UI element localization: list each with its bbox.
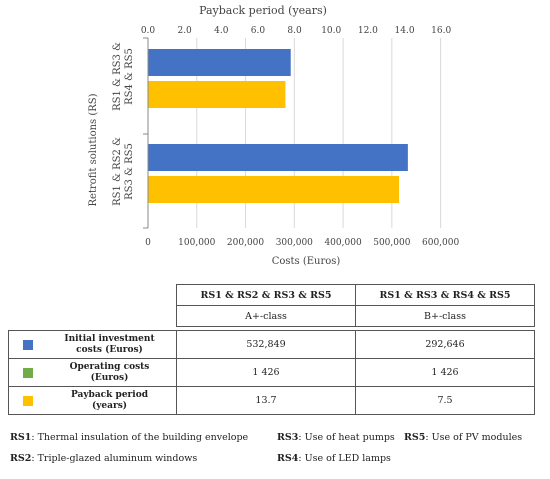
category-label: RS4 & RS5 bbox=[124, 48, 135, 105]
legend-swatch-blue bbox=[23, 340, 33, 350]
note-rs5: RS5: Use of PV modules bbox=[404, 432, 522, 443]
top-tick-label: 12.0 bbox=[358, 26, 378, 36]
table-cell: 7.5 bbox=[355, 386, 535, 415]
row-label: Operating costs (Euros) bbox=[8, 358, 177, 387]
bar bbox=[148, 176, 400, 203]
row-label-line: (years) bbox=[91, 400, 128, 411]
note-rs2: RS2: Triple-glazed aluminum windows bbox=[10, 453, 197, 464]
table-cell: 13.7 bbox=[176, 386, 356, 415]
table-row: Operating costs (Euros) 1 426 1 426 bbox=[8, 358, 535, 387]
top-axis-title: Payback period (years) bbox=[199, 4, 327, 17]
bar bbox=[148, 81, 286, 108]
row-label-line: (Euros) bbox=[90, 372, 129, 383]
row-label-line: Operating costs bbox=[69, 361, 150, 372]
note-text: : Use of LED lamps bbox=[298, 453, 391, 464]
top-tick-label: 0.0 bbox=[141, 26, 156, 36]
note-code: RS5 bbox=[404, 432, 426, 443]
bottom-tick-label: 300,000 bbox=[276, 238, 313, 248]
column-header: RS1 & RS3 & RS4 & RS5 bbox=[355, 284, 535, 306]
category-label: RS1 & RS3 & bbox=[112, 42, 123, 111]
results-table: Initial investment costs (Euros) 532,849 … bbox=[8, 330, 535, 415]
note-code: RS3 bbox=[277, 432, 299, 443]
note-code: RS1 bbox=[10, 432, 32, 443]
note-code: RS2 bbox=[10, 453, 32, 464]
note-text: : Use of heat pumps bbox=[298, 432, 395, 443]
bottom-tick-label: 0 bbox=[145, 238, 151, 248]
bottom-tick-label: 600,000 bbox=[422, 238, 459, 248]
top-tick-label: 6.0 bbox=[251, 26, 266, 36]
note-text: : Triple-glazed aluminum windows bbox=[31, 453, 198, 464]
note-rs4: RS4: Use of LED lamps bbox=[277, 453, 391, 464]
bottom-axis-title: Costs (Euros) bbox=[272, 256, 341, 267]
top-tick-label: 4.0 bbox=[214, 26, 229, 36]
bottom-tick-label: 400,000 bbox=[324, 238, 361, 248]
table-row: Initial investment costs (Euros) 532,849 … bbox=[8, 330, 535, 359]
note-text: : Use of PV modules bbox=[425, 432, 523, 443]
legend-swatch-green bbox=[23, 368, 33, 378]
payback-and-cost-chart: 0 100,000 200,000 300,000 400,000 500,000 600,… bbox=[88, 4, 459, 267]
top-tick-label: 10.0 bbox=[321, 26, 341, 36]
column-header: RS1 & RS2 & RS3 & RS5 bbox=[176, 284, 356, 306]
energy-class-cell: A+-class bbox=[176, 305, 356, 327]
energy-class-cell: B+-class bbox=[355, 305, 535, 327]
note-rs3: RS3: Use of heat pumps bbox=[277, 432, 395, 443]
table-row: Payback period (years) 13.7 7.5 bbox=[8, 386, 535, 415]
bar bbox=[148, 49, 291, 76]
top-tick-label: 2.0 bbox=[177, 26, 192, 36]
bottom-tick-label: 500,000 bbox=[373, 238, 410, 248]
bar bbox=[148, 144, 408, 171]
legend-swatch-yellow bbox=[23, 396, 33, 406]
y-axis-title: Retrofit solutions (RS) bbox=[88, 93, 99, 206]
top-tick-label: 16.0 bbox=[431, 26, 451, 36]
table-cell: 1 426 bbox=[176, 358, 356, 387]
axes: 0 100,000 200,000 300,000 400,000 500,000 600,… bbox=[112, 26, 459, 248]
top-tick-label: 14.0 bbox=[395, 26, 415, 36]
category-label: RS1 & RS2 & bbox=[112, 137, 123, 206]
row-label: Initial investment costs (Euros) bbox=[8, 330, 177, 359]
note-text: : Thermal insulation of the building env… bbox=[31, 432, 249, 443]
bottom-tick-label: 100,000 bbox=[178, 238, 215, 248]
note-code: RS4 bbox=[277, 453, 299, 464]
table-cell: 532,849 bbox=[176, 330, 356, 359]
table-cell: 292,646 bbox=[355, 330, 535, 359]
note-rs1: RS1: Thermal insulation of the building … bbox=[10, 432, 248, 443]
row-label-line: costs (Euros) bbox=[76, 344, 143, 355]
bottom-tick-label: 200,000 bbox=[227, 238, 264, 248]
top-tick-label: 8.0 bbox=[287, 26, 302, 36]
row-label: Payback period (years) bbox=[8, 386, 177, 415]
row-label-line: Payback period bbox=[70, 389, 149, 400]
bars bbox=[148, 49, 408, 203]
table-header: RS1 & RS2 & RS3 & RS5 RS1 & RS3 & RS4 & … bbox=[176, 284, 535, 327]
category-label: RS3 & RS5 bbox=[124, 143, 135, 200]
table-cell: 1 426 bbox=[355, 358, 535, 387]
row-label-line: Initial investment bbox=[64, 333, 155, 344]
